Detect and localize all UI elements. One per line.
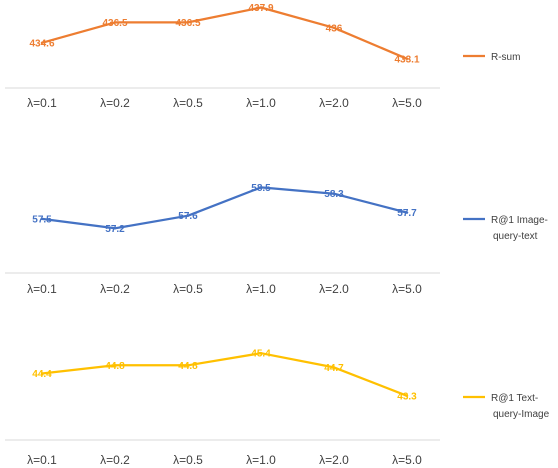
data-label: 44.4 <box>32 369 52 380</box>
data-label: 43.3 <box>397 391 417 402</box>
data-label: 44.8 <box>105 361 125 372</box>
data-label: 57.7 <box>397 208 417 219</box>
data-point <box>405 57 409 60</box>
x-tick-label: λ=0.2 <box>100 453 130 467</box>
data-label: 436 <box>326 23 343 34</box>
legend-entry: R@1 Image- <box>491 215 548 226</box>
legend-entry: query-text <box>493 231 538 242</box>
data-point <box>186 364 190 367</box>
data-label: 433.1 <box>394 54 419 65</box>
x-tick-label: λ=5.0 <box>392 96 422 110</box>
data-label: 57.6 <box>178 211 198 222</box>
data-point <box>259 186 263 189</box>
data-label: 57.2 <box>105 224 125 235</box>
chart-panel-1: 434.6 436.5 436.5 437.9 436 433.1 λ=0.1 λ=0.2 λ=… <box>5 3 520 110</box>
data-label: 58.5 <box>251 183 271 194</box>
data-label: 45.4 <box>251 349 271 360</box>
data-point <box>186 21 190 24</box>
legend-entry: query-Image <box>493 409 550 420</box>
x-tick-label: λ=2.0 <box>319 96 349 110</box>
chart-panel-3: 44.4 44.8 44.8 45.4 44.7 43.3 λ=0.1 λ=0.2 λ=0.5 λ… <box>5 349 550 467</box>
data-label: 44.8 <box>178 361 198 372</box>
data-point <box>40 372 44 375</box>
data-point <box>113 364 117 367</box>
legend-entry: R-sum <box>491 52 520 63</box>
x-tick-label: λ=5.0 <box>392 453 422 467</box>
data-point <box>259 352 263 355</box>
x-tick-label: λ=1.0 <box>246 453 276 467</box>
data-point <box>113 227 117 230</box>
data-point <box>40 217 44 221</box>
data-point <box>113 21 117 24</box>
x-tick-label: λ=1.0 <box>246 282 276 296</box>
data-label: 436.5 <box>175 18 200 29</box>
series-line <box>40 6 409 60</box>
x-tick-label: λ=0.1 <box>27 96 57 110</box>
data-label: 58.3 <box>324 189 344 200</box>
data-point <box>40 41 44 44</box>
x-tick-label: λ=0.2 <box>100 282 130 296</box>
x-tick-label: λ=1.0 <box>246 96 276 110</box>
data-point <box>332 192 336 195</box>
data-point <box>332 366 336 369</box>
data-label: 434.6 <box>29 38 54 49</box>
data-point <box>332 26 336 29</box>
x-tick-label: λ=0.2 <box>100 96 130 110</box>
legend-entry: R@1 Text- <box>491 393 538 404</box>
x-tick-label: λ=0.5 <box>173 282 203 296</box>
chart-panel-2: 57.5 57.2 57.6 58.5 58.3 57.7 λ=0.1 λ=0.2 λ=0.5 λ… <box>5 183 548 296</box>
x-tick-label: λ=0.1 <box>27 453 57 467</box>
x-tick-label: λ=2.0 <box>319 453 349 467</box>
series-line <box>40 186 409 230</box>
data-label: 437.9 <box>248 3 273 14</box>
x-tick-label: λ=5.0 <box>392 282 422 296</box>
series-line <box>40 352 409 397</box>
data-label: 57.5 <box>32 214 52 225</box>
data-label: 436.5 <box>102 18 127 29</box>
data-point <box>405 394 409 397</box>
data-point <box>405 211 409 214</box>
x-tick-label: λ=0.5 <box>173 96 203 110</box>
x-tick-label: λ=2.0 <box>319 282 349 296</box>
x-tick-label: λ=0.5 <box>173 453 203 467</box>
x-tick-label: λ=0.1 <box>27 282 57 296</box>
data-point <box>186 214 190 217</box>
data-point <box>259 6 263 9</box>
data-label: 44.7 <box>324 363 344 374</box>
